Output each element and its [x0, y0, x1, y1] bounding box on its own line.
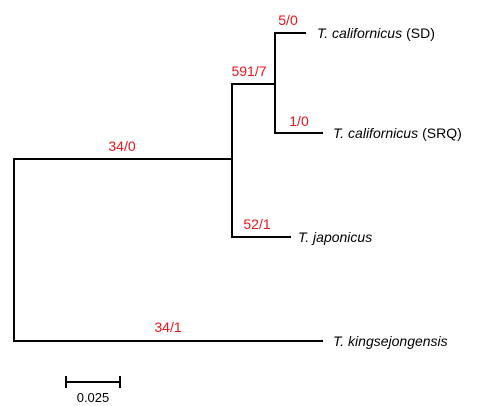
- taxon-label-japonicus: T. japonicus: [298, 229, 372, 245]
- taxon-species-srq: T. californicus: [333, 125, 418, 141]
- scale-bar: 0.025: [65, 376, 121, 405]
- branch-label-node-a-to-node-b: 591/7: [231, 63, 266, 79]
- branch-label-node-a-to-japonicus: 52/1: [243, 216, 270, 232]
- taxon-species-japonicus: T. japonicus: [298, 229, 372, 245]
- taxon-label-srq: T. californicus (SRQ): [333, 125, 462, 141]
- branch-label-node-b-to-srq: 1/0: [289, 113, 309, 129]
- taxon-species-sd: T. californicus: [317, 25, 402, 41]
- scale-bar-label: 0.025: [77, 390, 110, 405]
- taxon-population-srq: (SRQ): [422, 125, 462, 141]
- branch-label-node-b-to-sd: 5/0: [278, 12, 298, 28]
- branch-label-root-to-node-a: 34/0: [108, 138, 135, 154]
- branch-label-root-to-kingsejongensis: 34/1: [154, 319, 181, 335]
- taxon-label-sd: T. californicus (SD): [317, 25, 435, 41]
- taxon-population-sd: (SD): [406, 25, 435, 41]
- taxon-species-kingsejongensis: T. kingsejongensis: [333, 333, 448, 349]
- taxon-label-kingsejongensis: T. kingsejongensis: [333, 333, 448, 349]
